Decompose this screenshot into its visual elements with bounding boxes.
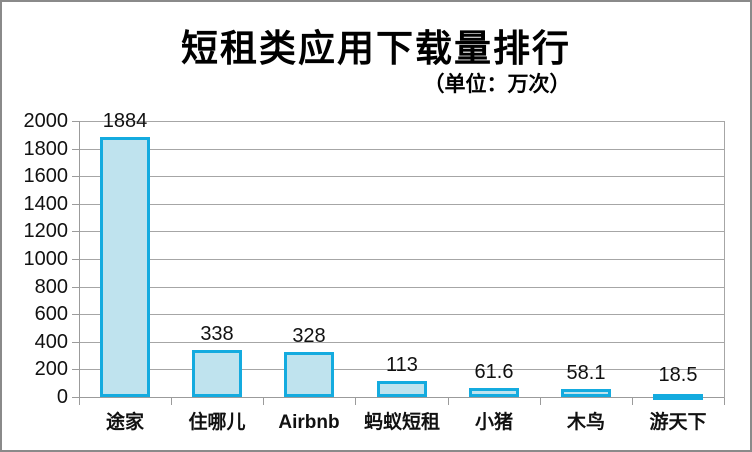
chart-title: 短租类应用下载量排行 — [181, 26, 571, 70]
chart-subtitle: （单位：万次） — [423, 71, 571, 96]
category-label: 途家 — [105, 412, 144, 433]
bar-value-label: 338 — [200, 323, 234, 345]
gridline — [79, 259, 724, 260]
gridline — [79, 176, 724, 178]
x-axis-tick — [540, 398, 541, 405]
y-axis-tick — [72, 176, 79, 178]
bar-value-label: 1884 — [102, 110, 148, 132]
y-axis-tick — [72, 203, 79, 205]
plot-right-border — [724, 121, 725, 398]
x-axis-tick — [632, 398, 633, 405]
x-axis-tick — [79, 398, 80, 405]
y-axis-tick — [72, 259, 79, 260]
gridline — [79, 203, 724, 205]
category-label: 小猪 — [474, 412, 513, 433]
y-axis-label: 400 — [34, 330, 68, 353]
x-axis-tick — [263, 398, 264, 405]
y-axis-tick — [72, 397, 79, 398]
x-axis-tick — [355, 398, 356, 405]
bar-value-label: 18.5 — [658, 364, 698, 386]
bar — [653, 394, 703, 400]
bar-value-label: 113 — [386, 354, 418, 376]
y-axis-label: 1800 — [23, 137, 69, 160]
y-axis-label: 200 — [34, 358, 68, 381]
gridline — [79, 314, 724, 316]
gridline — [79, 341, 724, 343]
gridline — [79, 369, 724, 371]
bar-value-label: 58.1 — [566, 362, 606, 384]
x-axis-tick — [724, 398, 725, 405]
bar-value-label: 328 — [292, 325, 326, 347]
y-axis-tick — [72, 231, 79, 233]
bar — [561, 389, 611, 397]
category-label: 蚂蚁短租 — [363, 412, 440, 433]
y-axis-tick — [72, 148, 79, 150]
y-axis-line — [79, 121, 80, 398]
y-axis-label: 2000 — [23, 110, 69, 132]
y-axis-tick — [72, 369, 79, 371]
category-label: 住哪儿 — [188, 412, 246, 433]
bar — [192, 350, 242, 397]
gridline — [79, 148, 724, 150]
gridline — [79, 231, 724, 233]
bar — [284, 352, 334, 397]
category-label: 木鸟 — [566, 412, 605, 433]
y-axis-label: 1200 — [23, 220, 69, 243]
x-axis-tick — [171, 398, 172, 405]
y-axis-tick — [72, 341, 79, 343]
y-axis-label: 0 — [56, 386, 68, 408]
y-axis-label: 1000 — [23, 248, 69, 270]
y-axis-label: 1400 — [23, 192, 69, 215]
bar — [377, 381, 427, 397]
y-axis-tick — [72, 314, 79, 316]
bar-value-label: 61.6 — [474, 361, 514, 383]
x-axis-tick — [448, 398, 449, 405]
x-axis-line — [79, 397, 724, 398]
y-axis-label: 600 — [34, 303, 68, 326]
y-axis-label: 1600 — [23, 165, 69, 188]
bar — [469, 388, 519, 397]
y-axis-tick — [72, 286, 79, 288]
category-label: Airbnb — [278, 412, 340, 433]
category-label: 游天下 — [649, 412, 707, 433]
y-axis-label: 800 — [34, 275, 68, 298]
y-axis-tick — [72, 121, 79, 122]
bar — [100, 137, 150, 397]
gridline — [79, 286, 724, 288]
gridline — [79, 121, 724, 122]
